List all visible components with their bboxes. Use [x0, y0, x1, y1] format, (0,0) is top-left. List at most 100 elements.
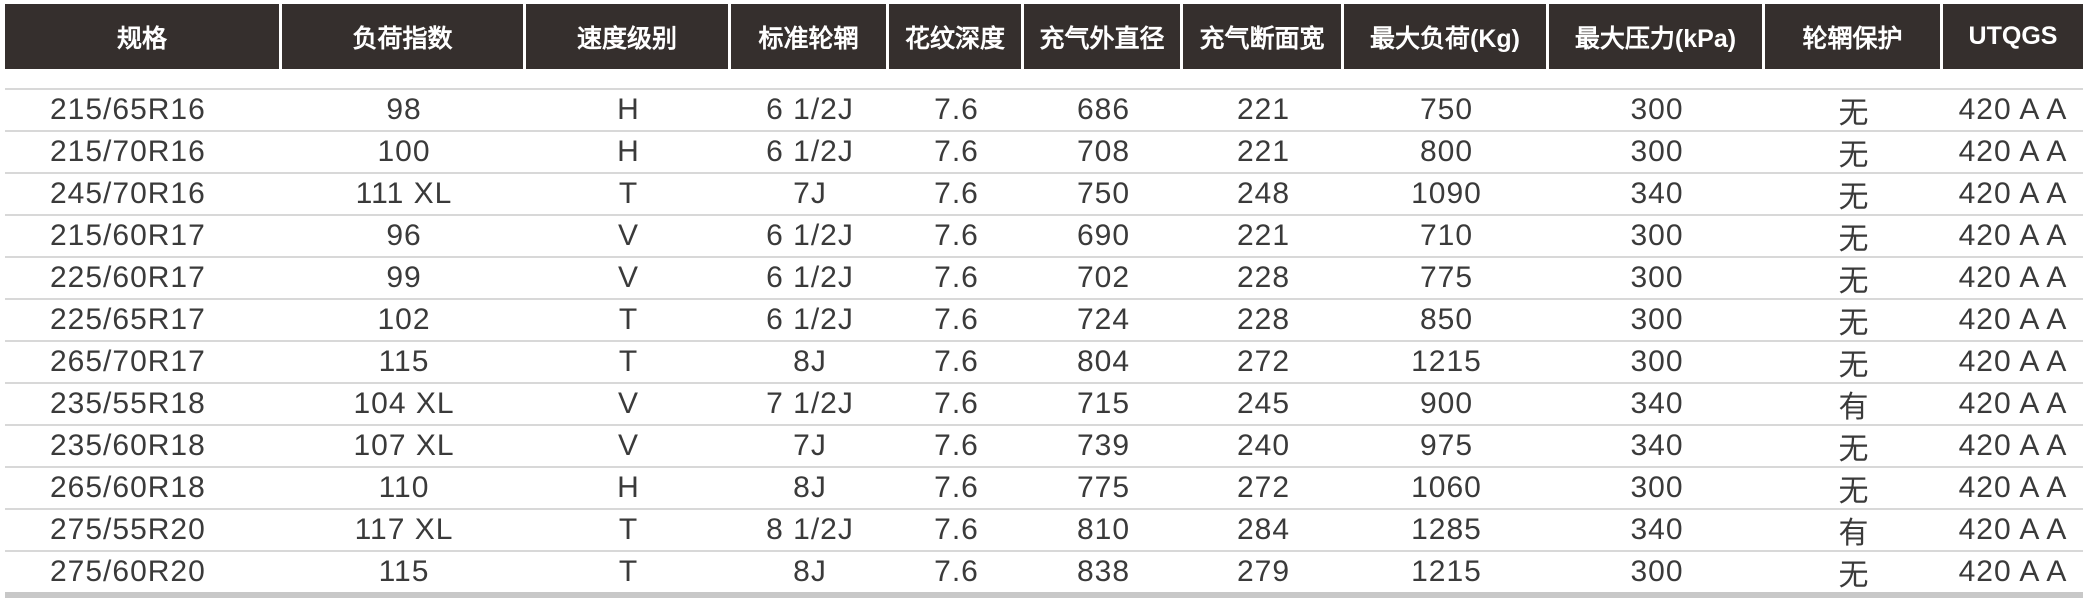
- header-speed-rating: 速度级别: [526, 4, 731, 69]
- cell-section-width: 245: [1236, 387, 1291, 420]
- cell-tread-depth: 7.6: [934, 387, 979, 420]
- cell-max-pressure: 300: [1630, 555, 1684, 588]
- cell-speed-rating: T: [618, 177, 639, 210]
- cell-rim-protection: 无: [1838, 559, 1870, 592]
- cell-section-width: 221: [1236, 93, 1291, 126]
- cell-standard-rim: 8J: [793, 555, 827, 588]
- cell-overall-diameter: 715: [1076, 387, 1131, 420]
- cell-max-load: 1215: [1411, 555, 1482, 588]
- header-rim-protection: 轮辋保护: [1765, 4, 1943, 69]
- header-tread-depth: 花纹深度: [889, 4, 1024, 69]
- table-row: 225/65R17 102 T 6 1/2J 7.6 724 228 850 300 无 420 A…: [5, 298, 2083, 340]
- cell-load-index: 98: [386, 93, 422, 126]
- cell-max-load: 1060: [1411, 471, 1482, 504]
- cell-speed-rating: T: [618, 555, 639, 588]
- cell-section-width: 272: [1236, 471, 1291, 504]
- table-row: 275/55R20 117 XL T 8 1/2J 7.6 810 284 1285 340 有 4…: [5, 508, 2083, 550]
- cell-utqgs: 420 A A: [1958, 471, 2068, 504]
- cell-standard-rim: 6 1/2J: [766, 135, 854, 168]
- table-row: 265/60R18 110 H 8J 7.6 775 272 1060 300 无 420 A A: [5, 466, 2083, 508]
- cell-max-pressure: 340: [1630, 387, 1684, 420]
- cell-size: 235/55R18: [50, 387, 206, 420]
- table-header: 规格 负荷指数 速度级别 标准轮辋 花纹深度 充气外直径 充气断面宽 最大负荷(Kg) 最大压力…: [5, 4, 2083, 69]
- cell-load-index: 102: [377, 303, 431, 336]
- cell-overall-diameter: 775: [1076, 471, 1131, 504]
- cell-speed-rating: H: [617, 471, 640, 504]
- tire-spec-table: 规格 负荷指数 速度级别 标准轮辋 花纹深度 充气外直径 充气断面宽 最大负荷(Kg) 最大压力…: [5, 4, 2083, 598]
- cell-max-load: 900: [1419, 387, 1474, 420]
- cell-overall-diameter: 838: [1076, 555, 1131, 588]
- cell-section-width: 284: [1236, 513, 1291, 546]
- header-max-load: 最大负荷(Kg): [1344, 4, 1549, 69]
- cell-standard-rim: 6 1/2J: [766, 93, 854, 126]
- cell-load-index: 104 XL: [353, 387, 455, 420]
- cell-utqgs: 420 A A: [1958, 93, 2068, 126]
- cell-utqgs: 420 A A: [1958, 387, 2068, 420]
- cell-max-pressure: 340: [1630, 429, 1684, 462]
- cell-section-width: 221: [1236, 135, 1291, 168]
- cell-max-pressure: 300: [1630, 303, 1684, 336]
- cell-max-pressure: 300: [1630, 219, 1684, 252]
- table-bottom-bar: [5, 592, 2083, 598]
- cell-standard-rim: 7J: [793, 177, 827, 210]
- cell-overall-diameter: 739: [1076, 429, 1131, 462]
- cell-section-width: 248: [1236, 177, 1291, 210]
- cell-max-load: 1285: [1411, 513, 1482, 546]
- table-row: 245/70R16 111 XL T 7J 7.6 750 248 1090 340 无 420 A…: [5, 172, 2083, 214]
- header-size: 规格: [5, 4, 282, 69]
- cell-max-pressure: 340: [1630, 513, 1684, 546]
- cell-max-pressure: 300: [1630, 471, 1684, 504]
- cell-tread-depth: 7.6: [934, 555, 979, 588]
- cell-standard-rim: 7J: [793, 429, 827, 462]
- cell-section-width: 228: [1236, 303, 1291, 336]
- cell-tread-depth: 7.6: [934, 261, 979, 294]
- cell-overall-diameter: 804: [1076, 345, 1131, 378]
- cell-overall-diameter: 686: [1076, 93, 1131, 126]
- cell-tread-depth: 7.6: [934, 345, 979, 378]
- cell-overall-diameter: 810: [1076, 513, 1131, 546]
- cell-overall-diameter: 690: [1076, 219, 1131, 252]
- cell-rim-protection: 无: [1838, 223, 1870, 256]
- cell-rim-protection: 有: [1838, 517, 1870, 550]
- cell-tread-depth: 7.6: [934, 471, 979, 504]
- cell-overall-diameter: 708: [1076, 135, 1131, 168]
- cell-size: 275/60R20: [50, 555, 206, 588]
- cell-overall-diameter: 750: [1076, 177, 1131, 210]
- cell-rim-protection: 无: [1838, 433, 1870, 466]
- table-row: 225/60R17 99 V 6 1/2J 7.6 702 228 775 300 无 420 A …: [5, 256, 2083, 298]
- cell-rim-protection: 无: [1838, 139, 1870, 172]
- cell-section-width: 272: [1236, 345, 1291, 378]
- cell-utqgs: 420 A A: [1958, 219, 2068, 252]
- table-row: 215/60R17 96 V 6 1/2J 7.6 690 221 710 300 无 420 A …: [5, 214, 2083, 256]
- table-row: 265/70R17 115 T 8J 7.6 804 272 1215 300 无 420 A A: [5, 340, 2083, 382]
- cell-size: 215/65R16: [50, 93, 206, 126]
- cell-section-width: 240: [1236, 429, 1291, 462]
- cell-overall-diameter: 702: [1076, 261, 1131, 294]
- cell-tread-depth: 7.6: [934, 513, 979, 546]
- cell-tread-depth: 7.6: [934, 303, 979, 336]
- header-overall-diameter: 充气外直径: [1024, 4, 1183, 69]
- cell-size: 275/55R20: [50, 513, 206, 546]
- cell-speed-rating: V: [617, 429, 639, 462]
- cell-standard-rim: 8J: [793, 471, 827, 504]
- cell-standard-rim: 8J: [793, 345, 827, 378]
- cell-speed-rating: T: [618, 345, 639, 378]
- cell-speed-rating: V: [617, 261, 639, 294]
- cell-standard-rim: 8 1/2J: [766, 513, 854, 546]
- cell-tread-depth: 7.6: [934, 93, 979, 126]
- cell-max-pressure: 300: [1630, 93, 1684, 126]
- cell-rim-protection: 无: [1838, 97, 1870, 130]
- cell-utqgs: 420 A A: [1958, 429, 2068, 462]
- cell-size: 215/60R17: [50, 219, 206, 252]
- cell-standard-rim: 7 1/2J: [766, 387, 854, 420]
- cell-max-load: 1090: [1411, 177, 1482, 210]
- header-max-pressure: 最大压力(kPa): [1549, 4, 1765, 69]
- cell-load-index: 100: [377, 135, 431, 168]
- cell-load-index: 115: [378, 345, 430, 378]
- header-section-width: 充气断面宽: [1183, 4, 1344, 69]
- cell-tread-depth: 7.6: [934, 219, 979, 252]
- cell-load-index: 111 XL: [355, 177, 453, 210]
- table-row: 235/60R18 107 XL V 7J 7.6 739 240 975 340 无 420 A …: [5, 424, 2083, 466]
- cell-section-width: 279: [1236, 555, 1291, 588]
- cell-max-pressure: 300: [1630, 345, 1684, 378]
